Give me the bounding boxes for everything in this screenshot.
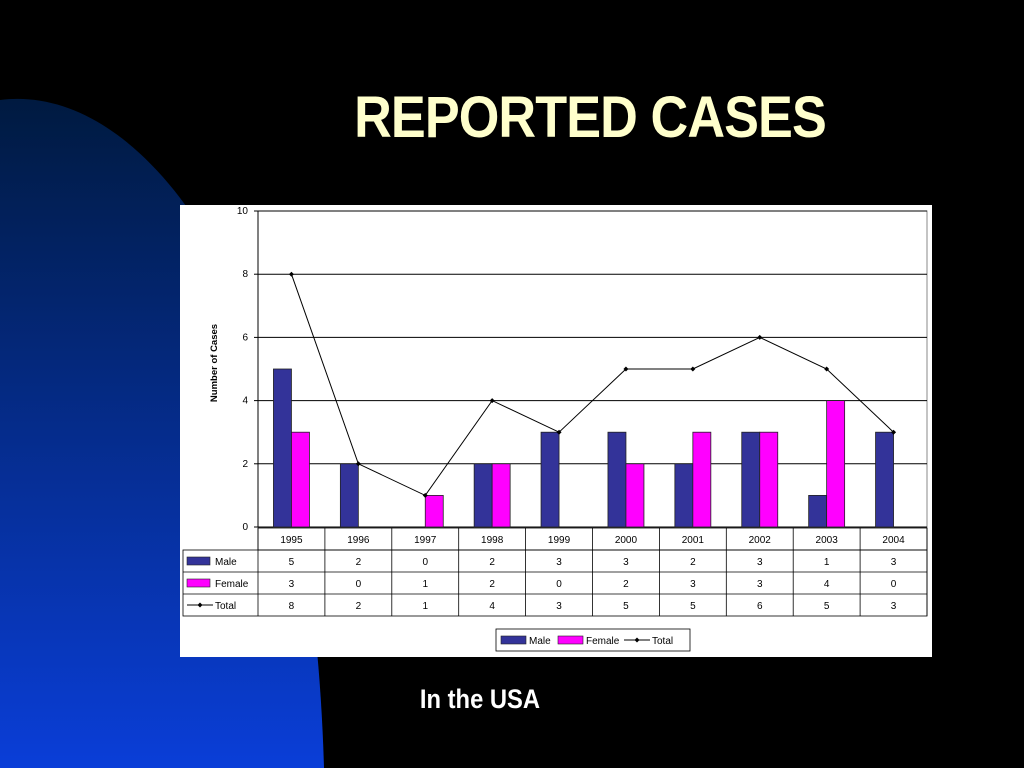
y-tick-label: 6 [242, 332, 248, 343]
table-key-female [186, 578, 211, 588]
table-cell: 5 [690, 601, 696, 612]
x-tick-label: 1995 [280, 535, 303, 546]
table-cell: 3 [757, 579, 763, 590]
y-tick-label: 2 [242, 459, 248, 470]
table-cell: 2 [690, 557, 696, 568]
legend-key-marker [634, 637, 640, 643]
table-cell: 3 [757, 557, 763, 568]
point-total-1995 [288, 271, 294, 277]
table-cell: 5 [289, 557, 295, 568]
bar-female-2002 [759, 431, 779, 528]
table-cell: 2 [623, 579, 629, 590]
table-cell: 5 [824, 601, 830, 612]
bar-female-1998 [491, 463, 511, 528]
table-cell: 0 [891, 579, 897, 590]
table-key-male [186, 556, 211, 566]
bar-female-2003 [826, 400, 846, 528]
point-total-2001 [690, 366, 696, 372]
y-tick-label: 4 [242, 396, 248, 407]
x-tick-label: 2002 [749, 535, 772, 546]
chart-container: 0 2 4 6 8 10 Number of Cases 1995 1996 1997 1998 1… [180, 205, 932, 657]
x-tick-label: 1997 [414, 535, 437, 546]
point-total-2002 [757, 334, 763, 340]
x-tick-label: 1999 [548, 535, 571, 546]
table-cell: 2 [489, 579, 495, 590]
table-cell: 6 [757, 601, 763, 612]
table-cell: 5 [623, 601, 629, 612]
bar-female-1995 [291, 431, 310, 528]
table-cell: 0 [556, 579, 562, 590]
bar-male-1998 [473, 463, 493, 528]
y-tick-label: 10 [237, 206, 249, 217]
point-total-2004 [891, 429, 897, 435]
point-total-1998 [489, 398, 495, 404]
bar-male-1995 [273, 368, 292, 528]
table-cell: 3 [690, 579, 696, 590]
table-cell: 2 [489, 557, 495, 568]
table-cell: 8 [289, 601, 295, 612]
bar-male-2002 [741, 431, 761, 528]
slide-subtitle: In the USA [419, 684, 541, 714]
table-cell: 1 [824, 557, 830, 568]
table-cell: 1 [422, 579, 428, 590]
table-cell: 2 [356, 601, 362, 612]
bar-male-2004 [875, 431, 894, 528]
table-cell: 4 [489, 601, 495, 612]
point-total-2003 [824, 366, 830, 372]
x-tick-label: 1996 [347, 535, 370, 546]
bar-female-2000 [625, 463, 645, 528]
x-tick-label: 2001 [682, 535, 705, 546]
x-tick-label: 2004 [882, 535, 905, 546]
y-tick-label: 0 [242, 522, 248, 533]
table-body [182, 549, 928, 617]
slide-title: REPORTED CASES [354, 85, 827, 150]
x-tick-label: 2003 [816, 535, 839, 546]
bar-male-2001 [674, 463, 694, 528]
legend-label: Female [586, 636, 620, 647]
point-total-1999 [556, 429, 562, 435]
legend-label: Male [529, 636, 551, 647]
table-row-label: Female [215, 579, 249, 590]
point-total-2000 [623, 366, 629, 372]
point-total-1997 [422, 492, 428, 498]
point-total-1996 [355, 461, 361, 467]
table-cell: 3 [556, 557, 562, 568]
table-cell: 3 [556, 601, 562, 612]
table-cell: 1 [422, 601, 428, 612]
bar-male-2000 [607, 431, 627, 528]
table-cell: 3 [891, 557, 897, 568]
bar-female-1997 [424, 494, 444, 528]
table-cell: 0 [356, 579, 362, 590]
x-tick-label: 1998 [481, 535, 504, 546]
table-row-label: Male [215, 557, 237, 568]
x-tick-label: 2000 [615, 535, 638, 546]
y-tick-label: 8 [242, 269, 248, 280]
table-cell: 4 [824, 579, 830, 590]
table-cell: 0 [422, 557, 428, 568]
bar-male-2003 [808, 494, 828, 528]
table-row-label: Total [215, 601, 236, 612]
legend-key-female [557, 635, 584, 645]
legend-label: Total [652, 636, 673, 647]
table-cell: 3 [891, 601, 897, 612]
bar-male-1996 [339, 463, 359, 528]
table-cell: 3 [289, 579, 295, 590]
y-axis-label: Number of Cases [209, 324, 220, 402]
table-cell: 2 [356, 557, 362, 568]
bar-female-2001 [692, 431, 712, 528]
legend [495, 628, 691, 652]
legend-key-male [500, 635, 527, 645]
bar-male-1999 [540, 431, 560, 528]
table-cell: 3 [623, 557, 629, 568]
line-total [290, 274, 894, 497]
table-key-marker [197, 602, 203, 608]
